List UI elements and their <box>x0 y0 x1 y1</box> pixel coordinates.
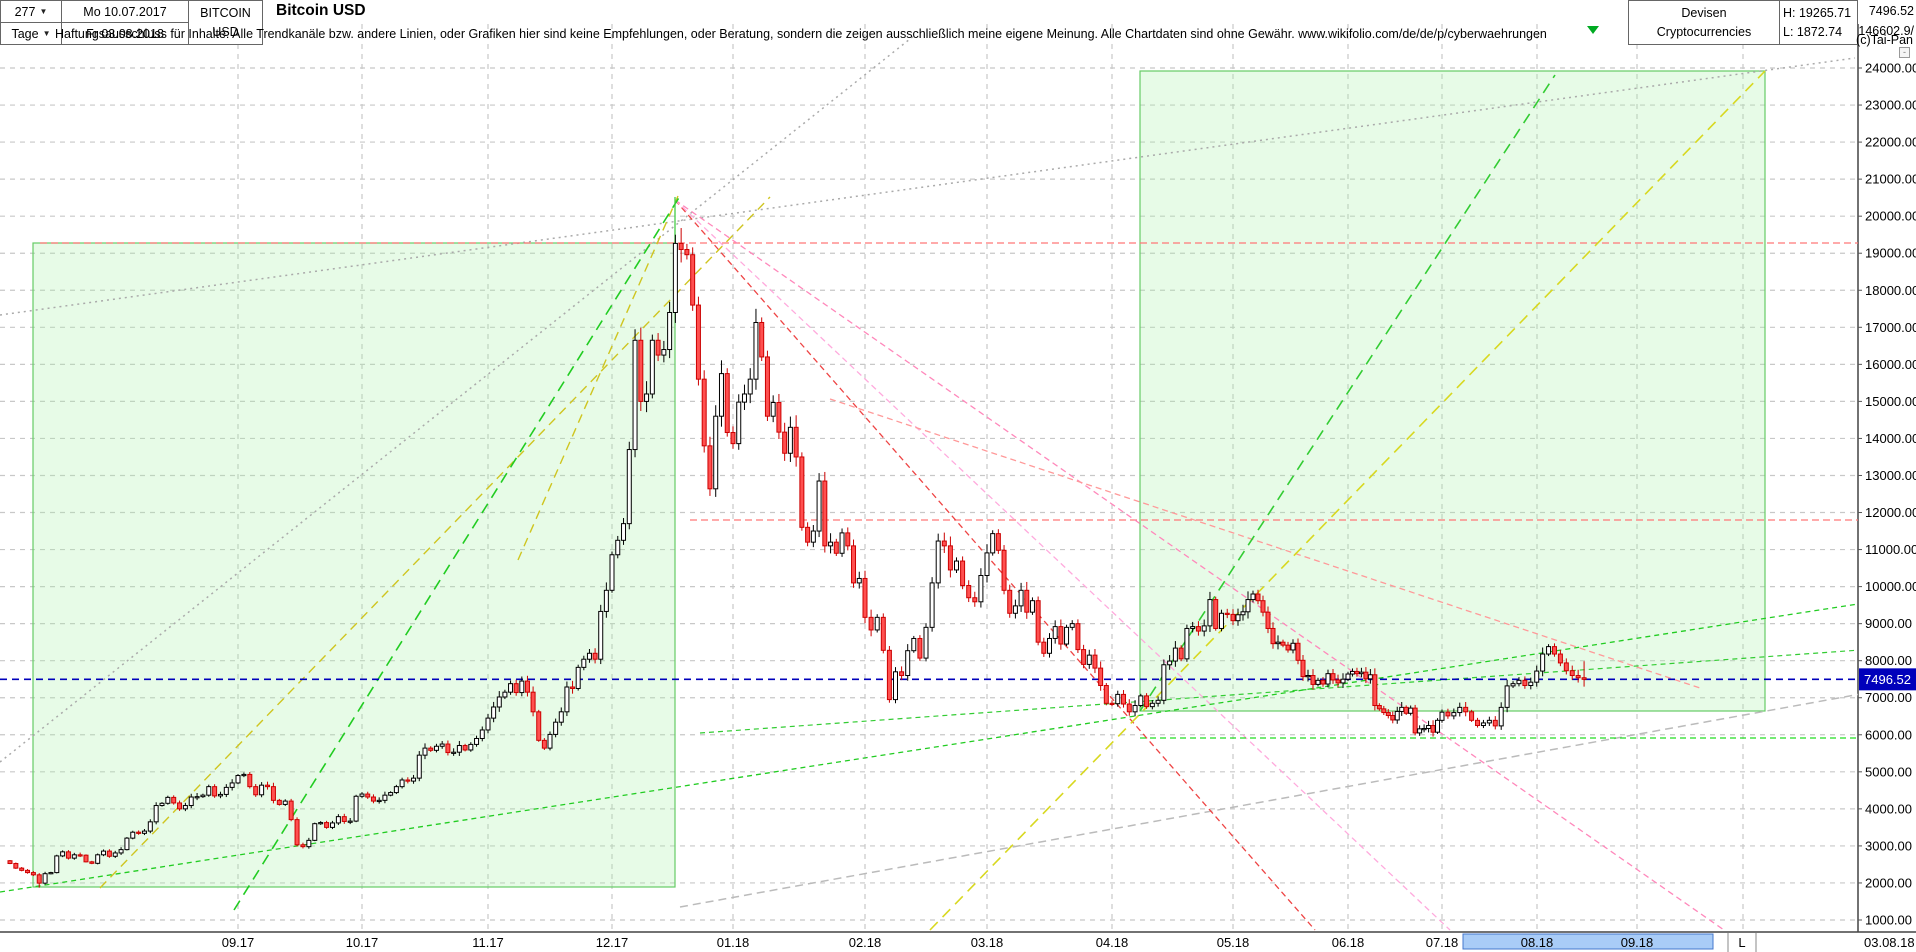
y-axis-label: 16000.00 <box>1865 357 1916 372</box>
price-tag-label: 7496.52 <box>1864 672 1911 687</box>
timeframe-dropdown[interactable]: Tage ▼ <box>0 22 62 45</box>
current-price-value: 7496.52 <box>1868 4 1914 18</box>
y-axis-label: 1000.00 <box>1865 913 1912 928</box>
high-value: H: 19265.71 <box>1783 5 1852 20</box>
collapse-icon[interactable]: - <box>1899 47 1910 58</box>
period-value: 277 <box>14 4 36 19</box>
x-axis-label: 07.18 <box>1426 935 1459 950</box>
y-axis-label: 6000.00 <box>1865 727 1912 742</box>
x-axis-label: 05.18 <box>1217 935 1250 950</box>
y-axis-label: 24000.00 <box>1865 61 1916 76</box>
start-date[interactable]: Mo 10.07.2017 <box>61 0 189 23</box>
x-axis-label: 09.18 <box>1621 935 1654 950</box>
category-subgroup: Cryptocurrencies <box>1656 24 1752 39</box>
symbol-name: BITCOIN <box>200 5 251 20</box>
candles <box>7 228 1587 888</box>
x-axis-label: 08.18 <box>1521 935 1554 950</box>
y-axis-label: 20000.00 <box>1865 209 1916 224</box>
y-axis-label: 8000.00 <box>1865 653 1912 668</box>
x-axis-label: 01.18 <box>717 935 750 950</box>
y-axis-label: 11000.00 <box>1865 542 1916 557</box>
secondary-value: 146602.9/ <box>1858 24 1914 38</box>
y-axis-label: 9000.00 <box>1865 616 1912 631</box>
y-axis-label: 4000.00 <box>1865 801 1912 816</box>
x-axis-label: 02.18 <box>849 935 882 950</box>
trend-box <box>32 242 676 888</box>
marker-triangle-icon <box>1587 26 1599 34</box>
corner-date: 03.08.18 <box>1864 935 1915 950</box>
y-axis-label: 7000.00 <box>1865 690 1912 705</box>
chevron-down-icon: ▼ <box>39 7 48 16</box>
y-axis-label: 3000.00 <box>1865 838 1912 853</box>
y-axis-label: 10000.00 <box>1865 579 1916 594</box>
end-date[interactable]: Fr 03.08.2018 <box>61 22 189 45</box>
x-axis-label: 03.18 <box>971 935 1004 950</box>
period-dropdown[interactable]: 277 ▼ <box>0 0 62 23</box>
low-value: L: 1872.74 <box>1783 24 1843 39</box>
y-axis-label: 21000.00 <box>1865 172 1916 187</box>
x-axis-label: 09.17 <box>222 935 255 950</box>
category-box: Devisen Cryptocurrencies <box>1628 0 1780 45</box>
copyright-label: (c)Tai-Pan <box>1856 33 1913 47</box>
symbol-box: BITCOIN USD <box>188 0 263 45</box>
axis-highlight[interactable] <box>1462 933 1714 950</box>
x-axis-label: 12.17 <box>596 935 629 950</box>
y-axis-label: 5000.00 <box>1865 764 1912 779</box>
timeframe-value: Tage <box>11 26 39 41</box>
y-axis-label: 19000.00 <box>1865 246 1916 261</box>
y-axis-label: 14000.00 <box>1865 431 1916 446</box>
y-axis-label: 23000.00 <box>1865 98 1916 113</box>
plot-area <box>0 24 1858 932</box>
y-axis-label: 15000.00 <box>1865 394 1916 409</box>
x-axis-label: 06.18 <box>1332 935 1365 950</box>
y-axis-label: 22000.00 <box>1865 135 1916 150</box>
price-tag <box>1859 668 1916 691</box>
high-low-box: H: 19265.71 L: 1872.74 <box>1779 0 1858 45</box>
last-label: L <box>1738 935 1745 950</box>
y-axis-label: 13000.00 <box>1865 468 1916 483</box>
chevron-down-icon: ▼ <box>42 29 51 38</box>
x-axis-label: 11.17 <box>472 935 504 950</box>
page-title: Bitcoin USD <box>272 2 370 20</box>
category-group: Devisen <box>1681 5 1727 20</box>
y-axis-label: 17000.00 <box>1865 320 1916 335</box>
x-axis-label: 04.18 <box>1096 935 1129 950</box>
x-axis-label: 10.17 <box>346 935 379 950</box>
disclaimer-text: Haftungsausschluss für Inhalte: Alle Tre… <box>55 27 1547 41</box>
y-axis-label: 12000.00 <box>1865 505 1916 520</box>
symbol-currency: USD <box>212 24 239 39</box>
y-axis-label: 2000.00 <box>1865 875 1912 890</box>
y-axis-label: 18000.00 <box>1865 283 1916 298</box>
